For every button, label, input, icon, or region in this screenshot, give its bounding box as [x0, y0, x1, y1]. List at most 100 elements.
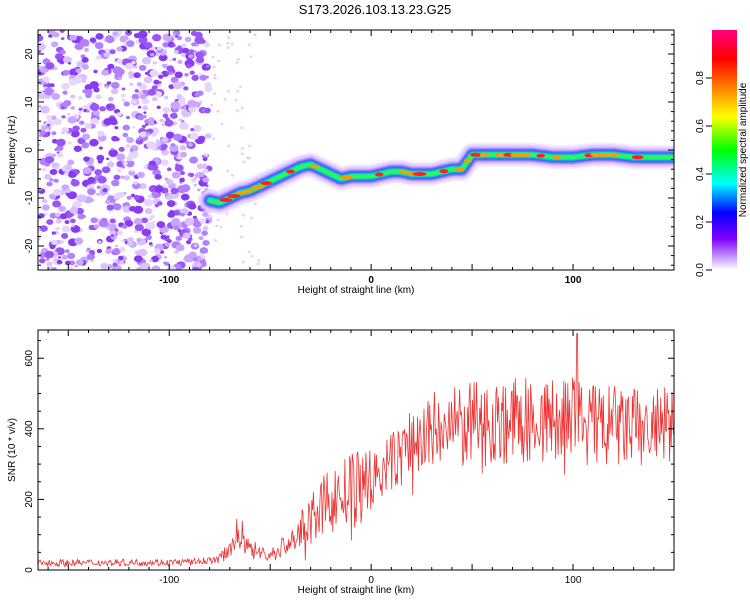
noise-speck: [60, 105, 65, 110]
noise-speck: [82, 167, 92, 175]
spectrogram-ytick-label: -20: [24, 238, 35, 253]
noise-speck: [80, 127, 87, 133]
noise-speck: [56, 138, 66, 147]
noise-speck: [190, 127, 195, 132]
noise-speck: [102, 188, 108, 193]
noise-speck: [199, 74, 207, 81]
noise-speck: [72, 125, 80, 132]
noise-speck: [49, 83, 55, 88]
noise-speck: [64, 260, 71, 266]
noise-speck: [93, 69, 98, 74]
noise-speck: [196, 163, 204, 170]
noise-speck: [59, 30, 65, 34]
noise-speck: [257, 259, 261, 262]
noise-speck: [74, 264, 78, 268]
noise-speck: [99, 106, 106, 112]
noise-speck: [177, 209, 181, 212]
noise-speck: [174, 164, 184, 172]
noise-speck: [166, 167, 172, 172]
noise-speck: [161, 63, 168, 68]
noise-speck: [110, 234, 114, 237]
noise-speck: [175, 244, 185, 252]
noise-speck: [193, 244, 198, 248]
noise-speck: [223, 97, 227, 101]
noise-speck: [106, 161, 115, 168]
noise-speck: [81, 142, 90, 149]
noise-speck: [97, 175, 107, 184]
noise-speck: [183, 188, 189, 193]
noise-speck: [86, 253, 95, 261]
spectrogram-xlabel: Height of straight line (km): [298, 285, 415, 296]
noise-speck: [256, 262, 260, 266]
noise-speck: [105, 35, 115, 44]
noise-speck: [133, 65, 138, 69]
noise-speck: [69, 218, 76, 224]
noise-speck: [84, 122, 92, 129]
noise-speck: [152, 34, 162, 42]
noise-speck: [163, 256, 168, 259]
trace-peak: [600, 152, 611, 157]
noise-speck: [62, 166, 67, 170]
noise-speck: [242, 213, 246, 217]
noise-speck: [201, 154, 206, 158]
noise-speck: [96, 248, 103, 254]
noise-speck: [152, 220, 156, 223]
noise-speck: [46, 261, 53, 267]
noise-speck: [103, 118, 113, 126]
noise-speck: [121, 239, 125, 243]
noise-speck: [188, 113, 192, 117]
noise-speck: [62, 90, 68, 95]
noise-speck: [202, 226, 209, 231]
noise-speck: [213, 76, 217, 80]
noise-speck: [38, 105, 42, 108]
noise-speck: [130, 193, 136, 198]
noise-speck: [149, 209, 153, 213]
noise-speck: [74, 42, 84, 51]
noise-speck: [69, 34, 78, 41]
noise-speck: [236, 89, 240, 93]
trace-peak: [412, 172, 427, 176]
noise-speck: [97, 130, 105, 137]
noise-speck: [83, 156, 90, 162]
noise-speck: [119, 260, 125, 265]
noise-speck: [81, 64, 89, 70]
noise-speck: [110, 88, 119, 95]
noise-speck: [158, 54, 168, 62]
noise-speck: [216, 110, 220, 113]
colorbar: 0.0 0.2 0.4 0.6 0.8 Normalized spectral ampl…: [695, 30, 749, 277]
noise-speck: [174, 225, 179, 230]
snr-ytick-label: 200: [24, 491, 35, 508]
noise-speck: [137, 171, 145, 179]
noise-speck: [75, 68, 82, 74]
noise-speck: [56, 259, 63, 265]
noise-speck: [180, 43, 187, 48]
noise-speck: [122, 124, 131, 131]
noise-speck: [143, 111, 147, 114]
noise-speck: [202, 168, 209, 174]
noise-speck: [240, 106, 244, 109]
noise-speck: [180, 212, 185, 217]
noise-speck: [148, 242, 153, 246]
snr-xtick-label: 0: [368, 575, 374, 586]
noise-speck: [236, 109, 240, 112]
noise-speck: [152, 61, 157, 65]
noise-speck: [90, 118, 99, 125]
trace-peak: [470, 152, 483, 157]
noise-speck: [192, 124, 202, 133]
noise-speck: [96, 192, 100, 196]
spectrogram-ytick-label: 10: [24, 96, 35, 108]
noise-speck: [78, 111, 83, 115]
noise-speck: [55, 218, 62, 224]
noise-speck: [248, 144, 252, 148]
noise-speck: [225, 212, 229, 216]
noise-speck: [217, 43, 221, 47]
noise-speck: [46, 181, 53, 187]
noise-speck: [194, 173, 199, 178]
noise-speck: [139, 183, 147, 190]
noise-speck: [54, 53, 64, 60]
noise-speck: [116, 230, 123, 236]
noise-speck: [48, 34, 53, 38]
snr-ytick-label: 400: [24, 420, 35, 437]
noise-speck: [240, 147, 244, 150]
noise-speck: [51, 92, 61, 100]
